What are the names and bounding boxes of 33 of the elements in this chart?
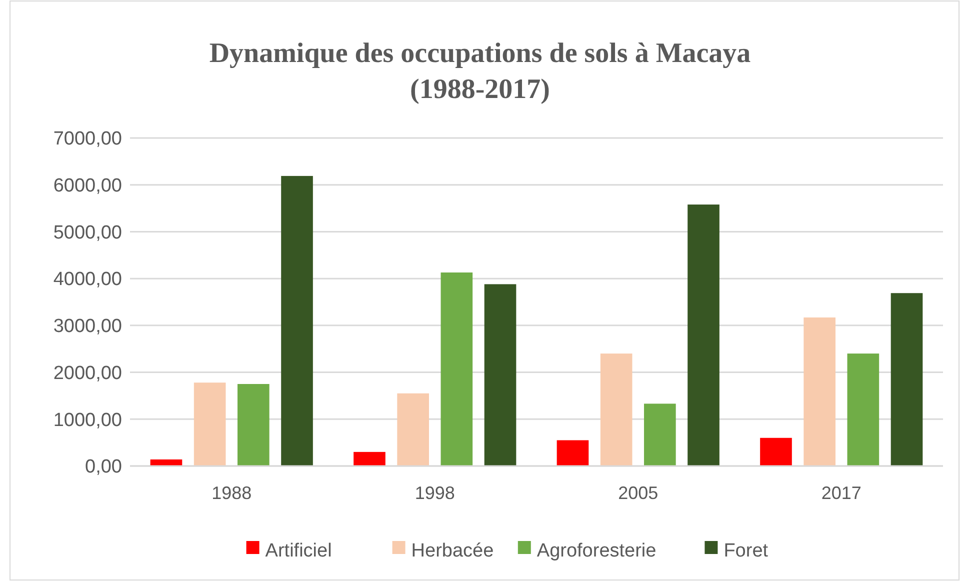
bar — [804, 317, 836, 466]
bar — [397, 393, 429, 466]
bar — [847, 354, 880, 466]
y-tick-label: 1000,00 — [53, 410, 122, 431]
y-tick-label: 3000,00 — [53, 316, 122, 338]
x-tick-label: 1988 — [212, 483, 252, 503]
bar — [440, 272, 473, 466]
legend-label: Agroforesterie — [536, 540, 656, 562]
y-tick-label: 6000,00 — [53, 176, 122, 197]
x-tick-label: 1998 — [414, 483, 455, 503]
x-tick-label: 2017 — [821, 483, 862, 503]
bar — [556, 440, 589, 466]
bar — [760, 438, 792, 466]
y-tick-label: 2000,00 — [53, 362, 122, 384]
bar — [238, 384, 270, 466]
y-tick-label: 7000,00 — [53, 128, 122, 150]
bar — [150, 459, 182, 466]
bar — [688, 204, 720, 466]
y-tick-label: 5000,00 — [53, 222, 122, 244]
y-tick-label: 0,00 — [85, 456, 122, 478]
bar — [354, 452, 386, 466]
legend-label: Foret — [724, 540, 769, 562]
bar — [194, 382, 226, 466]
legend-label: Artificiel — [265, 540, 332, 562]
chart-title: Dynamique des occupations de sols à Macaya (1988-2017) — [209, 38, 751, 105]
bar — [281, 176, 313, 466]
bar — [644, 404, 676, 466]
y-tick-label: 4000,00 — [53, 269, 122, 290]
bar — [890, 293, 923, 466]
legend-label: Herbacée — [411, 540, 494, 562]
x-tick-label: 2005 — [618, 483, 658, 503]
bar — [600, 354, 632, 466]
bar — [484, 284, 516, 466]
